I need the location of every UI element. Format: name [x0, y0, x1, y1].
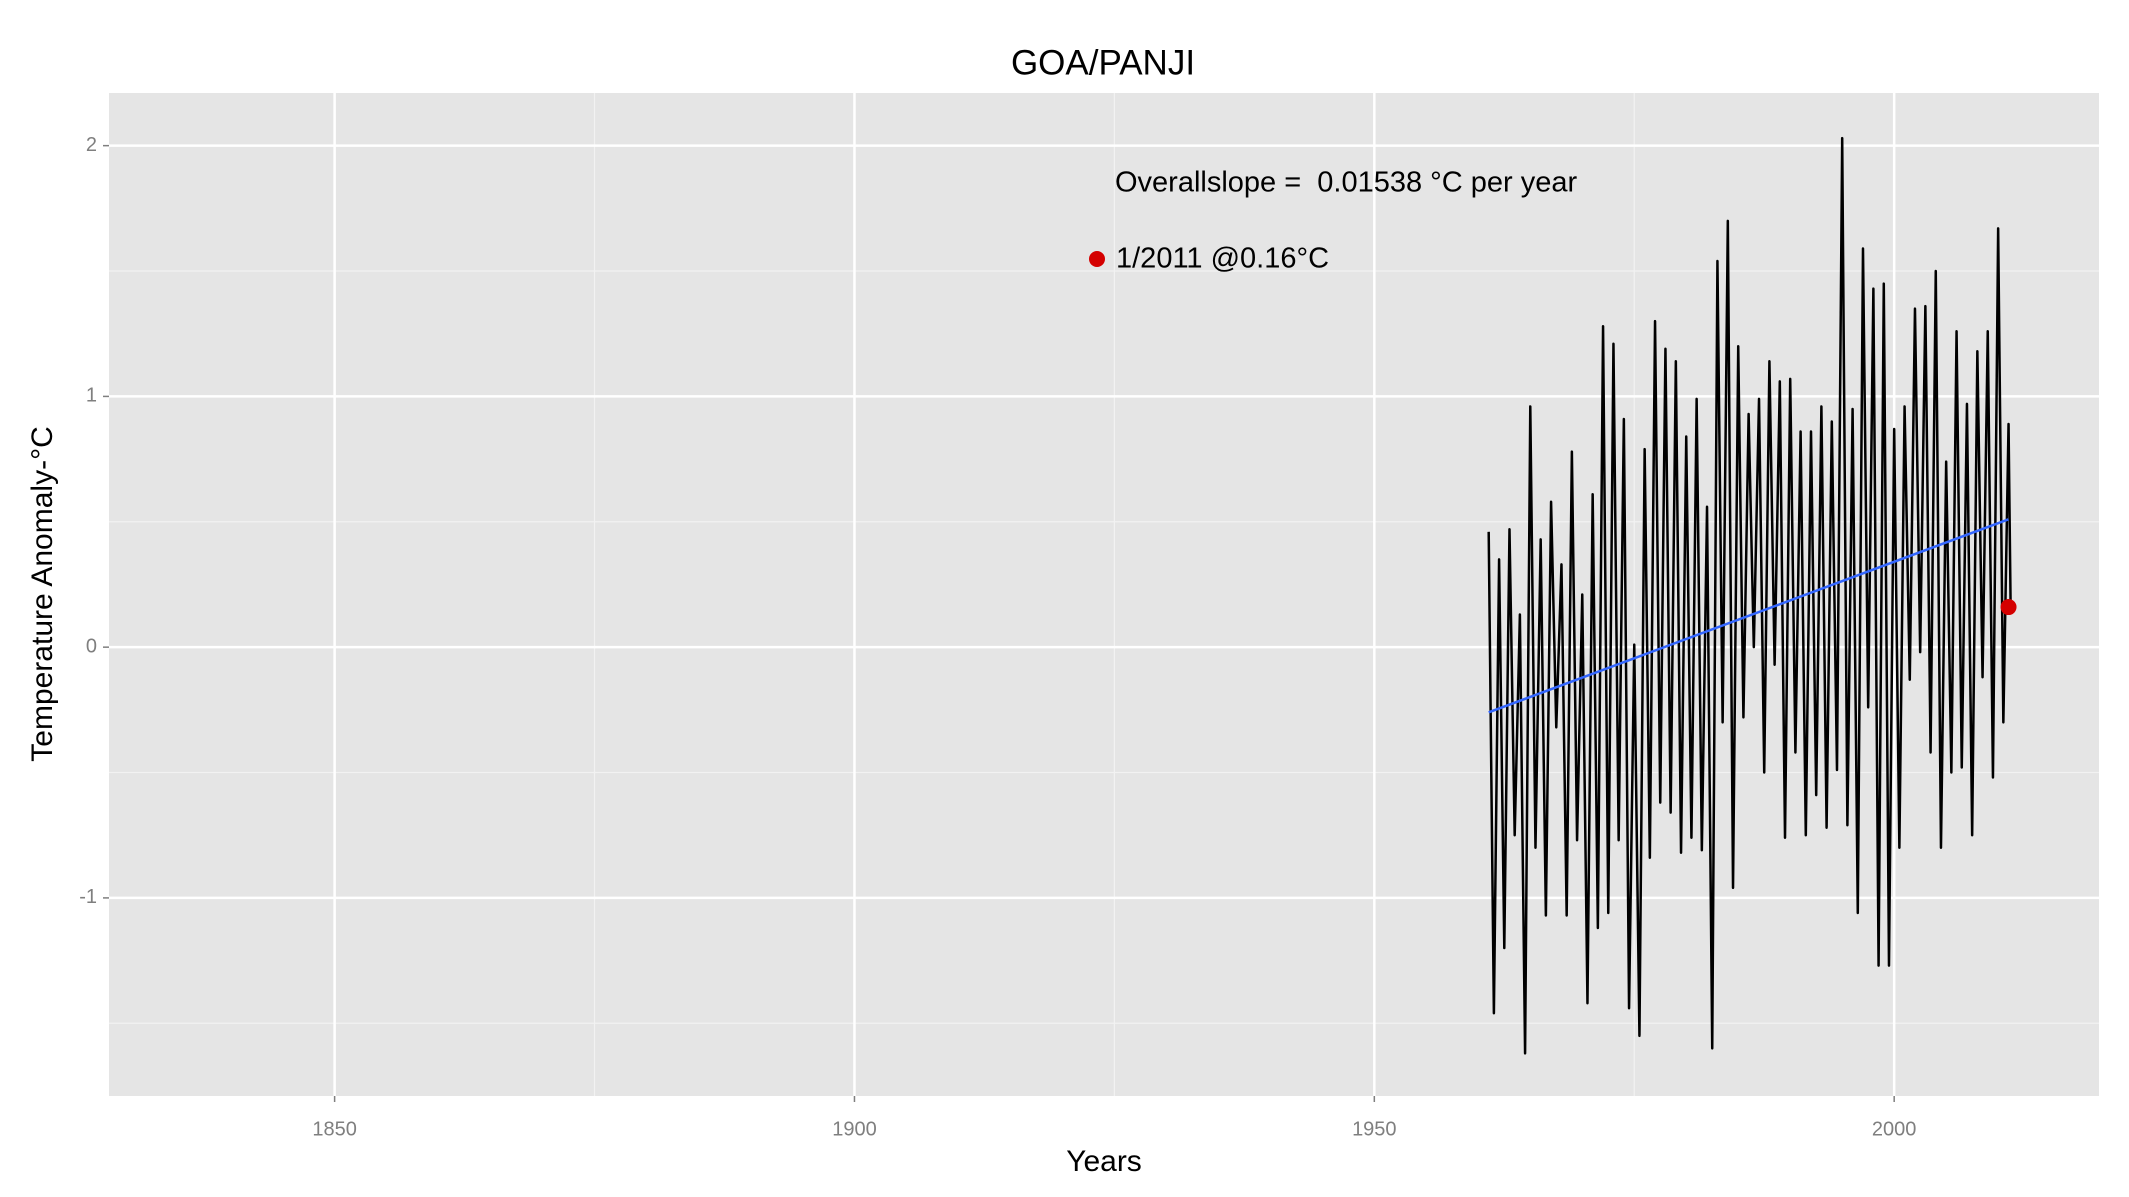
grid	[109, 93, 2099, 1096]
x-tick-label: 1950	[1352, 1118, 1397, 1140]
chart-title: GOA/PANJI	[1011, 43, 1195, 82]
highlight-label: 1/2011 @0.16°C	[1116, 243, 1329, 275]
trend-line	[1488, 518, 2009, 714]
y-axis-label: Temperature Anomaly-°C	[26, 426, 59, 761]
data-line	[1487, 136, 2012, 1055]
y-tick-label: 0	[86, 635, 97, 657]
highlight-point	[2000, 599, 2017, 616]
y-tick-label: 2	[86, 134, 97, 156]
y-tick-label: 1	[86, 385, 97, 407]
highlight-legend-dot	[1089, 251, 1105, 267]
y-tick-label: -1	[79, 886, 97, 908]
plot-background	[109, 93, 2099, 1096]
x-tick-label: 2000	[1872, 1118, 1917, 1140]
x-tick-label: 1850	[312, 1118, 357, 1140]
x-tick-label: 1900	[832, 1118, 877, 1140]
slope-annotation: Overallslope = 0.01538 °C per year	[1115, 167, 1578, 199]
x-axis-label: Years	[1066, 1145, 1142, 1178]
marks	[1487, 136, 2017, 1055]
